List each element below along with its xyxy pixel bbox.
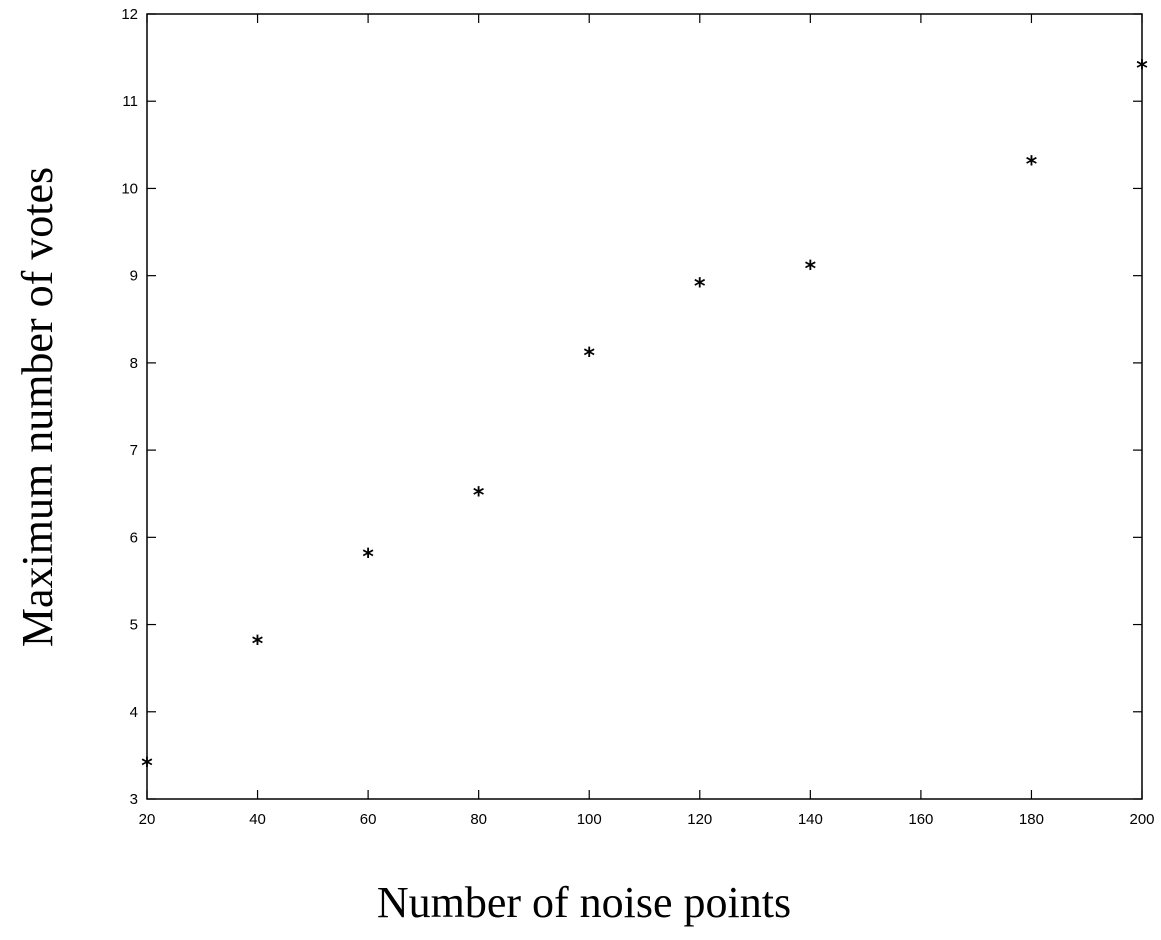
data-point: * [693,274,706,299]
y-tick-label: 10 [121,180,138,197]
x-tick-label: 200 [1129,811,1154,828]
y-axis-label: Maximum number of votes [13,167,62,647]
data-points: * * * * * * * * * [140,56,1148,779]
plot-frame [146,13,1143,800]
data-point: * [472,484,485,509]
data-point: * [361,545,374,570]
y-tick-label: 3 [130,791,138,808]
y-tick-labels: 3 4 5 6 7 8 9 10 11 12 [121,6,138,808]
y-tick-label: 12 [121,6,138,23]
y-tick-label: 11 [122,93,138,110]
y-tick-label: 8 [130,355,138,372]
x-tick-label: 120 [687,811,712,828]
y-tick-label: 5 [130,617,138,634]
x-tick-label: 20 [139,811,156,828]
x-tick-label: 180 [1019,811,1044,828]
data-point: * [251,632,264,657]
y-tick-label: 9 [130,268,138,285]
x-tick-label: 140 [798,811,823,828]
y-tick-label: 4 [130,704,138,721]
x-tick-label: 40 [249,811,266,828]
x-axis-label: Number of noise points [377,878,791,927]
y-tick-label: 6 [130,529,138,546]
tick-marks [146,13,1143,800]
data-point: * [1135,56,1148,81]
x-tick-label: 100 [577,811,602,828]
data-point: * [804,257,817,282]
data-point: * [140,754,153,779]
x-tick-label: 160 [908,811,933,828]
x-tick-label: 60 [360,811,377,828]
data-point: * [583,344,596,369]
y-tick-label: 7 [130,442,138,459]
x-tick-labels: 20 40 60 80 100 120 140 160 180 200 [139,811,1155,828]
x-tick-label: 80 [470,811,487,828]
data-point: * [1025,152,1038,177]
